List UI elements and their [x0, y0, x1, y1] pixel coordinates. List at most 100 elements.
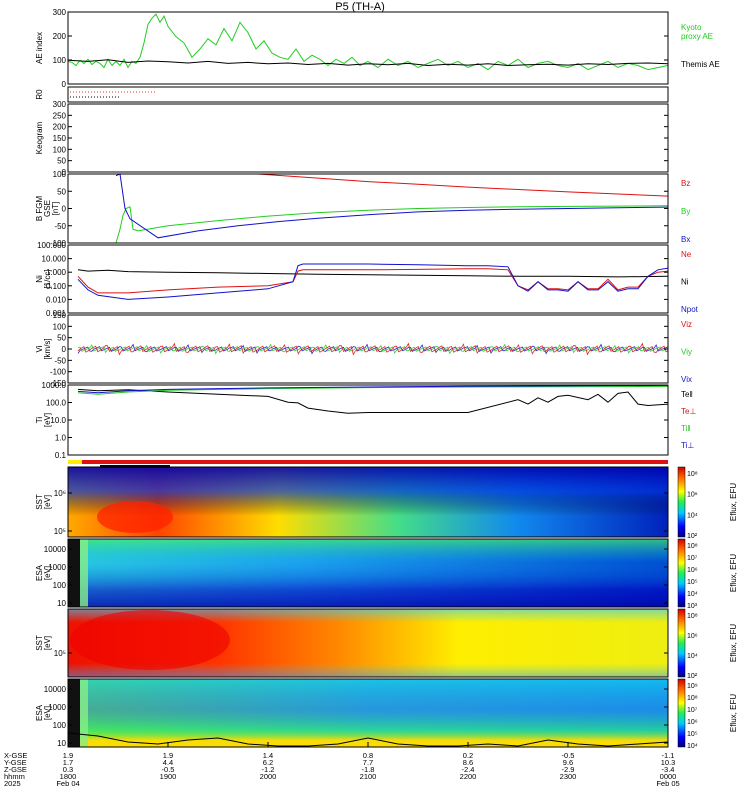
series-bfgm-bz [257, 173, 669, 197]
legend-bfgm-1: By [681, 207, 690, 216]
ytick-label-keogram: 300 [53, 100, 67, 109]
ylabel-bfgm: B FGM [35, 196, 44, 222]
mode-bar-red [68, 460, 668, 464]
legend-ni-0: Ne [681, 250, 692, 259]
xaxis-col-2-row-0: 1.4 [263, 751, 273, 760]
xaxis-col-3-row-2: -1.8 [362, 765, 375, 774]
xaxis-col-2-row-2: -1.2 [262, 765, 275, 774]
sst-i-hot-core [97, 501, 173, 533]
xaxis-col-0-row-3: 1800 [60, 772, 77, 781]
xaxis-col-0-row-1: 1.7 [63, 758, 73, 767]
xaxis-col-3-row-0: 0.8 [363, 751, 373, 760]
xaxis-col-0-row-2: 0.3 [63, 765, 73, 774]
mode-bar-yellow [68, 460, 82, 464]
ytick-label-vi: 0 [62, 345, 67, 354]
ytick-label-esa_e: 100 [53, 721, 67, 730]
series-ae-themis-ae [67, 59, 669, 67]
ytick-label-bfgm: 100 [53, 170, 67, 179]
ytick-label-vi: 150 [53, 311, 67, 320]
ylabel2-sst_e: [eV] [43, 636, 52, 650]
xaxis-col-5-row-1: 9.6 [563, 758, 573, 767]
ylabel-esa_e: ESA [35, 704, 44, 721]
series-ni-ni [77, 269, 669, 278]
series-vi-viy [78, 343, 669, 355]
colorbar-tick-sst_e: 10² [687, 673, 698, 680]
series-bfgm-bx [115, 173, 669, 239]
colorbar-tick-esa_i: 10⁸ [687, 543, 698, 550]
panel-frame-r0 [67, 86, 669, 103]
ytick-label-ti: 0.1 [55, 451, 67, 460]
xaxis-col-2-row-3: 2000 [260, 772, 277, 781]
colorbar-sst_i [677, 466, 686, 538]
legend-vi-2: Vix [681, 375, 692, 384]
series-bfgm-by [115, 205, 669, 244]
ylabel2-vi: [km/s] [43, 338, 52, 359]
xaxis-row-label-0: X-GSE [4, 751, 27, 760]
ytick-label-ti: 1.0 [55, 434, 67, 443]
colorbar-tick-esa_e: 10⁴ [687, 743, 698, 750]
colorbar-label-sst_i: Eflux, EFU [729, 483, 738, 521]
xaxis-col-0-row-0: 1.9 [63, 751, 73, 760]
ytick-label-ni: 0.001 [46, 309, 67, 318]
ytick-label-bfgm: 0 [62, 205, 67, 214]
ylabel2-esa_i: [eV] [43, 566, 52, 580]
ylabel-sst_i: SST [35, 494, 44, 510]
ylabel-ae: AE index [35, 32, 44, 64]
ytick-label-vi: -100 [50, 368, 67, 377]
xaxis-col-2-row-1: 6.2 [263, 758, 273, 767]
legend-ae-1: proxy AE [681, 32, 713, 41]
colorbar-tick-sst_e: 10⁶ [687, 633, 698, 640]
colorbar-label-sst_e: Eflux, EFU [729, 624, 738, 662]
esa_i-data-gap [68, 539, 80, 607]
ylabel2-esa_e: [eV] [43, 706, 52, 720]
legend-ae-2: Themis AE [681, 60, 720, 69]
legend-ti-2: Ti‖ [681, 424, 691, 433]
legend-bfgm-2: Bx [681, 235, 690, 244]
ytick-label-sst_e: 10⁵ [54, 649, 66, 658]
ytick-label-ti: 1000.0 [42, 381, 67, 390]
xaxis-col-1-row-3: 1900 [160, 772, 177, 781]
ytick-label-vi: 100 [53, 322, 67, 331]
colorbar-tick-esa_e: 10⁵ [687, 731, 698, 738]
ytick-label-ae: 100 [53, 56, 67, 65]
legend-ti-3: Ti⊥ [681, 441, 694, 450]
colorbar-esa_e [677, 678, 686, 748]
ylabel-ti: Ti [35, 417, 44, 424]
colorbar-label-esa_e: Eflux, EFU [729, 694, 738, 732]
panel-frame-ae [67, 11, 669, 85]
xaxis-col-0-row-4: Feb 04 [56, 779, 79, 788]
xaxis-row-label-2: Z-GSE [4, 765, 27, 774]
ytick-label-ae: 0 [62, 80, 67, 89]
xaxis-row-label-3: hhmm [4, 772, 25, 781]
xaxis-col-6-row-4: Feb 05 [656, 779, 679, 788]
colorbar-tick-esa_i: 10⁴ [687, 591, 698, 598]
colorbar-tick-sst_e: 10⁴ [687, 653, 698, 660]
panel-frame-esa_i [67, 538, 669, 608]
ylabel2-bfgm: GSE [43, 200, 52, 217]
ytick-label-bfgm: -50 [54, 222, 66, 231]
ylabel-r0: R0 [35, 89, 44, 100]
ytick-label-vi: -150 [50, 379, 67, 388]
ytick-label-ae: 200 [53, 32, 67, 41]
panel-frame-sst_i [67, 466, 669, 538]
ylabel-esa_i: ESA [35, 564, 44, 581]
ylabel2-ni: [1/cc] [43, 269, 52, 288]
ytick-label-esa_i: 10 [57, 599, 66, 608]
ylabel-vi: Vi [35, 345, 44, 352]
ytick-label-keogram: 100 [53, 145, 67, 154]
ylabel2-ti: [eV] [43, 413, 52, 427]
colorbar-tick-esa_e: 10⁷ [687, 707, 698, 714]
colorbar-tick-sst_i: 10⁴ [687, 512, 698, 519]
ytick-label-ni: 1.000 [46, 268, 67, 277]
ytick-label-sst_i: 10⁶ [54, 489, 66, 498]
series-ti-ti- [77, 385, 669, 395]
panel-frame-keogram [67, 103, 669, 173]
xaxis-col-4-row-1: 8.6 [463, 758, 473, 767]
ytick-label-sst_i: 10⁵ [54, 527, 66, 536]
panel-frame-sst_e [67, 608, 669, 678]
xaxis-row-label-4: 2025 [4, 779, 21, 788]
ytick-label-keogram: 0 [62, 168, 67, 177]
xaxis-col-3-row-3: 2100 [360, 772, 377, 781]
ytick-label-ni: 0.100 [46, 282, 67, 291]
xaxis-col-4-row-3: 2200 [460, 772, 477, 781]
